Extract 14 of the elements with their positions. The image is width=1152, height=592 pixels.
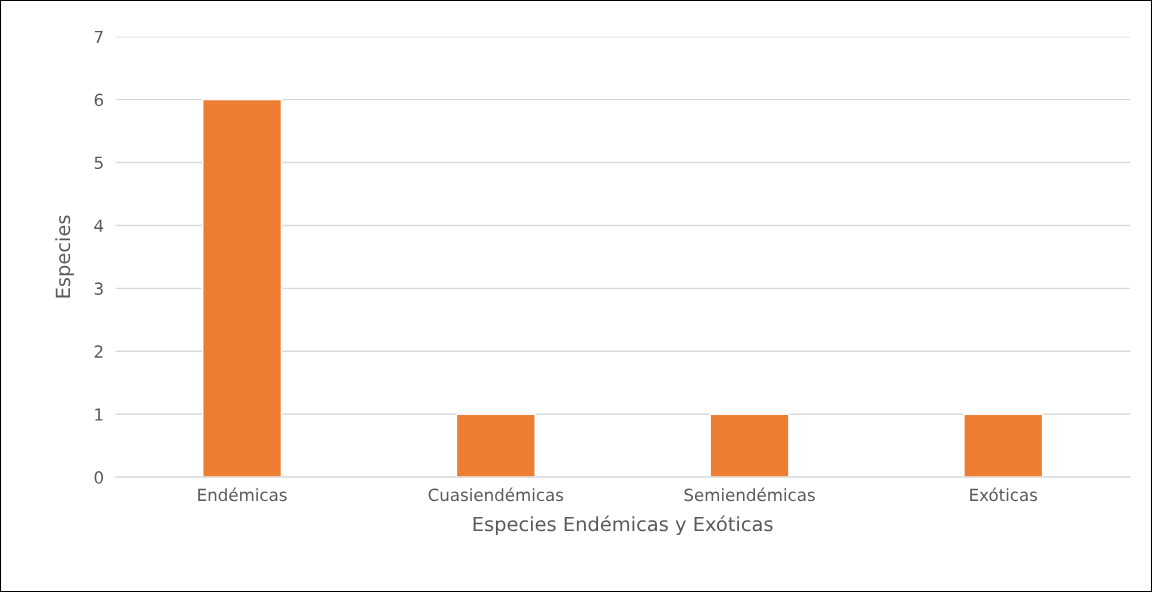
x-tick-label: Endémicas [198, 487, 287, 502]
x-tick-label: Cuasiendémicas [428, 487, 564, 502]
y-axis-title: Especies [55, 215, 75, 298]
y-tick-label: 5 [94, 156, 103, 170]
y-tick-label: 6 [94, 93, 104, 107]
x-tick-label: Exóticas [970, 487, 1038, 502]
y-tick-label: 3 [94, 282, 103, 295]
y-tick-label: 0 [94, 471, 103, 484]
y-tick-label: 7 [94, 30, 103, 44]
x-tick-label: Semiendémicas [684, 487, 815, 502]
y-tick-label: 2 [94, 345, 103, 358]
x-axis-title: Especies Endémicas y Exóticas [473, 515, 773, 536]
y-tick-label: 1 [95, 408, 103, 421]
y-tick-label: 4 [94, 219, 104, 232]
